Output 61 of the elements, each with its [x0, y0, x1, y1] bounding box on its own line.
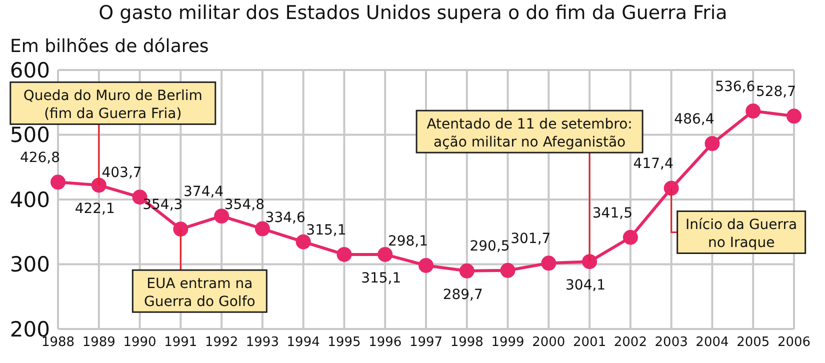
text: 290,5	[470, 238, 510, 254]
point	[459, 263, 474, 278]
point	[418, 258, 434, 273]
point	[336, 246, 352, 262]
point	[91, 178, 106, 193]
annotation: Atentado de 11 de setembro: ação militar no Afeganistão	[426, 116, 632, 151]
text: 315,1	[306, 222, 346, 238]
text: 426,8	[20, 150, 60, 166]
point	[50, 174, 66, 190]
text: 341,5	[592, 205, 632, 222]
chart-title: O gasto militar dos Estados Unidos supera o do fim da Guerra Fria	[98, 2, 728, 24]
x-tick-label: 2000	[532, 335, 566, 350]
point	[378, 246, 393, 262]
x-tick-label: 2006	[777, 335, 811, 350]
x-tick-label: 1990	[123, 335, 156, 350]
x-tick-label: 1992	[205, 335, 238, 350]
text: 315,1	[361, 270, 402, 286]
x-tick-label: 2002	[614, 335, 647, 350]
point	[541, 256, 556, 271]
x-tick-label: 1996	[368, 335, 402, 350]
text: 528,7	[756, 84, 796, 100]
x-tick-label: 1991	[164, 335, 198, 350]
text: 422,1	[74, 201, 115, 218]
x-tick-label: 1999	[491, 335, 524, 350]
x-tick-label: 1994	[286, 335, 320, 350]
text: 536,6	[715, 79, 756, 96]
text: 374,4	[184, 184, 224, 200]
text: 403,7	[102, 165, 142, 182]
y-axis-title: Em bilhões de dólares	[10, 36, 209, 57]
text: 486,4	[674, 112, 714, 128]
x-tick-label: 1993	[246, 335, 279, 350]
text: 354,8	[224, 196, 264, 213]
annotation: Início da Guerra no Iraque	[686, 217, 798, 252]
text: 289,7	[442, 286, 483, 303]
text: 304,1	[566, 278, 606, 294]
point	[664, 180, 679, 196]
annotation: EUA entram na Guerra do Golfo	[144, 276, 256, 310]
point	[173, 222, 188, 237]
x-tick-label: 1998	[450, 335, 484, 350]
y-tick-label: 500	[10, 123, 50, 148]
point	[582, 254, 598, 270]
x-tick-label: 1997	[409, 335, 443, 350]
x-tick-label: 2004	[696, 335, 729, 350]
text: 334,6	[265, 210, 306, 226]
x-tick-label: 2001	[573, 335, 606, 350]
point	[786, 108, 802, 124]
y-tick-label: 600	[10, 58, 50, 82]
annotation: Queda do Muro de Berlim (fim da Guerra Fria)	[23, 88, 202, 122]
x-tick-label: 2003	[654, 335, 688, 350]
x-tick-label: 1995	[328, 335, 361, 350]
x-tick-label: 2005	[736, 335, 770, 350]
y-tick-label: 400	[10, 188, 50, 212]
point	[622, 230, 638, 245]
y-tick-label: 300	[10, 252, 50, 277]
point	[500, 262, 516, 278]
text: 301,7	[510, 231, 551, 248]
text: 417,4	[633, 156, 674, 172]
text: 298,1	[388, 233, 428, 250]
point	[704, 136, 720, 152]
x-tick-label: 1989	[82, 335, 116, 350]
point	[746, 104, 761, 119]
